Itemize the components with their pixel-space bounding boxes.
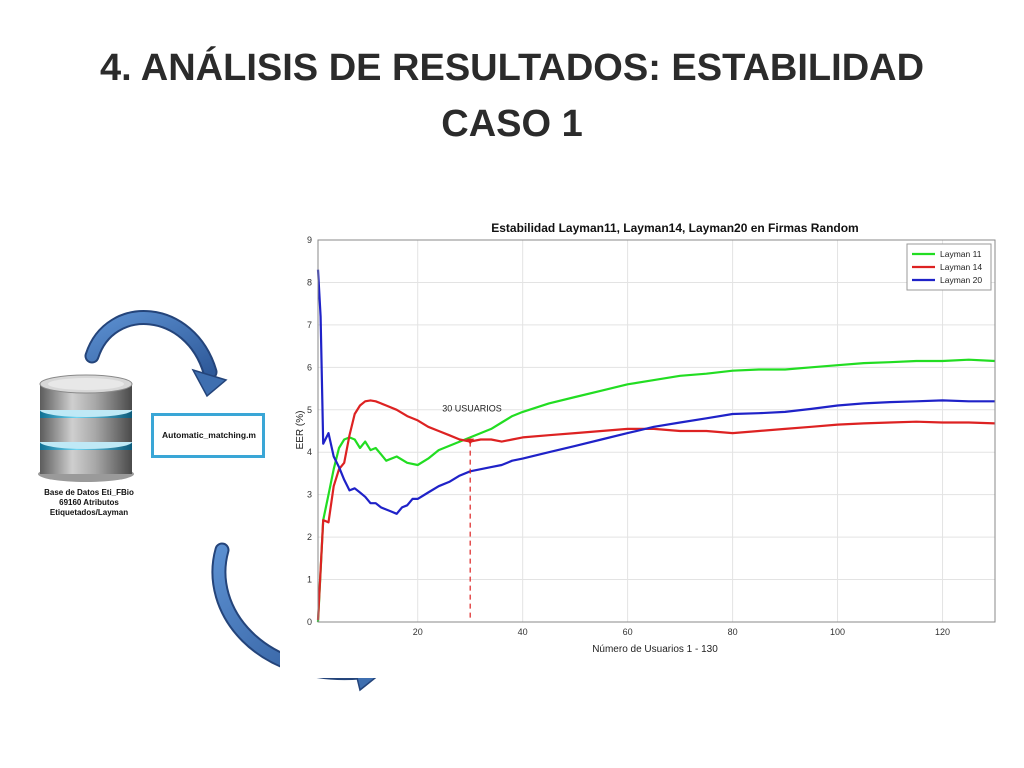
x-tick-label: 120 <box>935 627 950 637</box>
x-tick-label: 60 <box>623 627 633 637</box>
x-tick-label: 100 <box>830 627 845 637</box>
series-line-layman-11 <box>316 358 996 623</box>
x-tick-label: 20 <box>413 627 423 637</box>
chart-series <box>316 269 996 623</box>
slide-title-line2: CASO 1 <box>441 103 583 145</box>
database-caption-line1: Base de Datos Eti_FBio <box>44 488 134 497</box>
y-tick-label: 5 <box>307 405 312 415</box>
y-tick-label: 4 <box>307 447 312 457</box>
database-caption-line2: 69160 Atributos <box>59 498 119 507</box>
chart-legend: Layman 11 Layman 14 Layman 20 <box>906 243 992 291</box>
chart-title: Estabilidad Layman11, Layman14, Layman20… <box>491 221 858 235</box>
series-line-layman-20 <box>316 269 995 515</box>
plot-frame <box>317 239 996 623</box>
annotation-marker <box>466 438 475 445</box>
script-box: Automatic_matching.m <box>151 413 265 458</box>
slide-title-line1: 4. ANÁLISIS DE RESULTADOS: ESTABILIDAD <box>99 47 925 89</box>
x-tick-label: 40 <box>518 627 528 637</box>
database-caption-line3: Etiquetados/Layman <box>49 508 129 517</box>
y-tick-label: 2 <box>307 532 312 542</box>
y-tick-label: 7 <box>307 320 312 330</box>
x-axis-label: Número de Usuarios 1 - 130 <box>592 644 718 655</box>
database-caption: Base de Datos Eti_FBio 69160 Atributos E… <box>20 488 158 518</box>
y-tick-label: 6 <box>307 362 312 372</box>
script-label: Automatic_matching.m <box>162 430 256 440</box>
legend-label: Layman 20 <box>940 275 982 285</box>
chart-annotation: 30 USUARIOS <box>442 404 502 622</box>
eer-line-chart: Estabilidad Layman11, Layman14, Layman20… <box>280 208 1010 678</box>
y-tick-label: 0 <box>307 617 312 627</box>
database-icon <box>38 374 134 482</box>
x-tick-label: 80 <box>728 627 738 637</box>
y-tick-label: 9 <box>307 235 312 245</box>
legend-label: Layman 14 <box>940 262 982 272</box>
chart-axes: 20 40 60 80 100 120 0 1 2 3 4 5 6 7 8 9 <box>307 235 996 637</box>
series-line-layman-14 <box>316 399 996 620</box>
y-tick-label: 3 <box>307 490 312 500</box>
legend-label: Layman 11 <box>940 249 982 259</box>
slide-title: 4. ANÁLISIS DE RESULTADOS: ESTABILIDAD C… <box>0 40 1024 152</box>
y-axis-label: EER (%) <box>295 411 306 450</box>
y-tick-label: 8 <box>307 277 312 287</box>
y-tick-label: 1 <box>307 575 312 585</box>
annotation-label: 30 USUARIOS <box>442 404 502 414</box>
